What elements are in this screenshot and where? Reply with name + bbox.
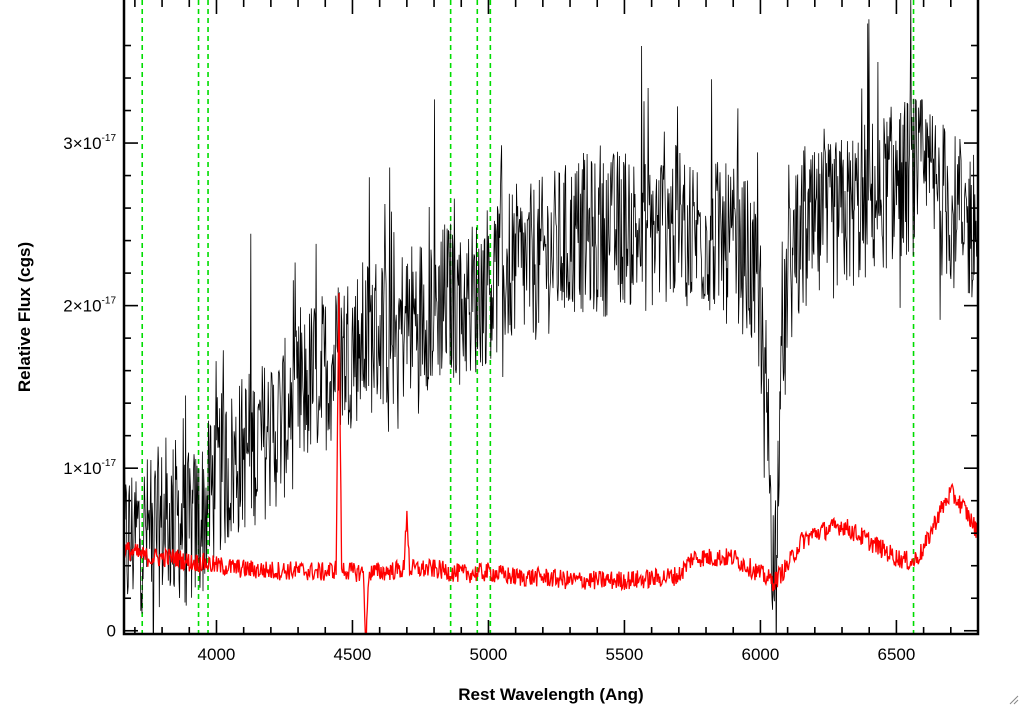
x-tick-label: 6500 [877, 645, 915, 664]
x-tick-labels: 4000 4500 5000 5500 6000 6500 [198, 645, 916, 664]
x-tick-label: 5500 [606, 645, 644, 664]
error-series-line [124, 293, 978, 634]
x-tick-label: 5000 [470, 645, 508, 664]
y-tick-label: 1×10-17 [63, 458, 116, 478]
y-axis-label: Relative Flux (cgs) [15, 242, 34, 392]
y-tick-label: 2×10-17 [63, 296, 116, 316]
plot-frame [122, 0, 980, 636]
series-layer [124, 0, 978, 634]
x-tick-label: 4500 [334, 645, 372, 664]
y-tick-label: 0 [107, 622, 116, 641]
x-tick-label: 4000 [198, 645, 236, 664]
axis-ticks [124, 0, 979, 634]
y-tick-labels: 0 1×10-17 2×10-17 3×10-17 [63, 133, 116, 641]
resize-grip-icon[interactable] [1009, 695, 1019, 705]
x-axis-label: Rest Wavelength (Ang) [458, 685, 643, 704]
spectrum-series-line [124, 0, 978, 634]
reference-lines [141, 0, 915, 634]
x-tick-label: 6000 [742, 645, 780, 664]
y-tick-label: 3×10-17 [63, 133, 116, 153]
